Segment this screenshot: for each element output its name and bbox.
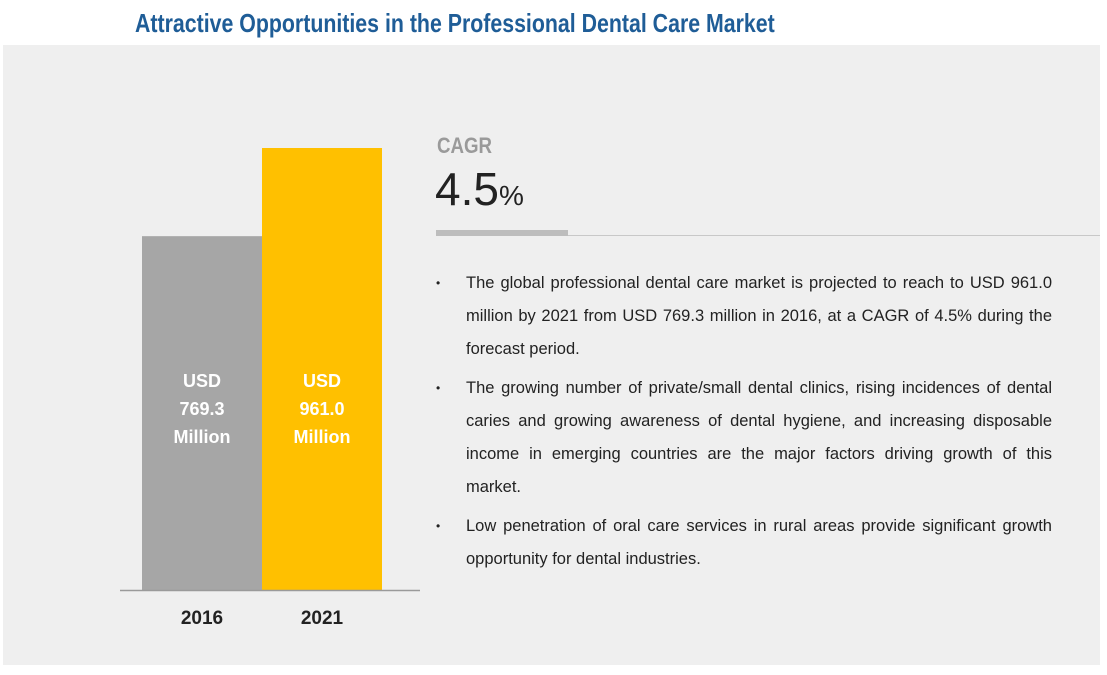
bar-data-label: USD: [303, 371, 341, 391]
bar-data-label: USD: [183, 371, 221, 391]
cagr-underline: [436, 230, 568, 236]
bar-2021: [262, 148, 382, 590]
page-title-text: Attractive Opportunities in the Professi…: [135, 8, 775, 38]
key-points-list: The global professional dental care mark…: [436, 267, 1052, 582]
cagr-unit: %: [498, 180, 524, 211]
cagr-label: CAGR: [437, 133, 493, 158]
x-tick-label: 2021: [301, 608, 344, 629]
key-point: The growing number of private/small dent…: [436, 372, 1052, 504]
bar-data-label: 769.3: [179, 399, 224, 419]
page-title: Attractive Opportunities in the Professi…: [135, 6, 887, 40]
x-tick-label: 2016: [181, 608, 223, 629]
key-point: The global professional dental care mark…: [436, 267, 1052, 366]
key-point: Low penetration of oral care services in…: [436, 510, 1052, 576]
cagr-value: 4.5%: [435, 162, 524, 216]
divider: [568, 235, 1100, 236]
bar-data-label: Million: [294, 427, 351, 447]
bar-data-label: 961.0: [299, 399, 344, 419]
bar-data-label: Million: [174, 427, 231, 447]
cagr-number: 4.5: [435, 163, 499, 215]
bar-2016: [142, 236, 262, 590]
